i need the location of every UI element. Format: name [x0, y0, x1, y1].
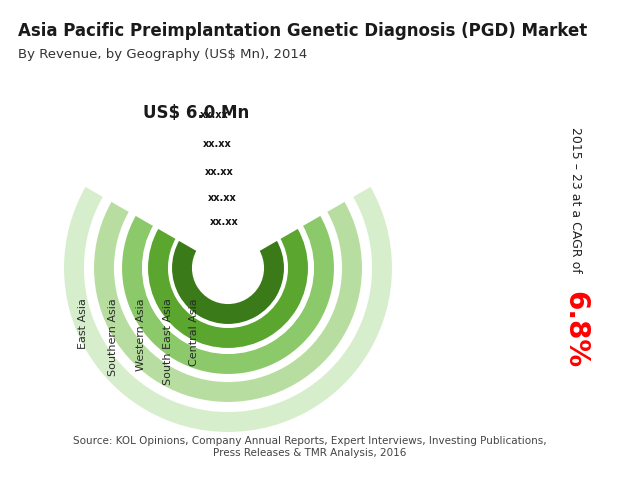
Text: Southern Asia: Southern Asia [108, 298, 118, 376]
Text: Source: KOL Opinions, Company Annual Reports, Expert Interviews, Investing Publi: Source: KOL Opinions, Company Annual Rep… [73, 436, 547, 458]
Text: xx.xx: xx.xx [208, 193, 236, 203]
Text: xx.xx: xx.xx [200, 109, 229, 120]
Wedge shape [63, 185, 393, 433]
Wedge shape [171, 239, 285, 325]
Text: xx.xx: xx.xx [205, 167, 234, 177]
Text: South East Asia: South East Asia [163, 298, 173, 385]
Wedge shape [93, 200, 363, 403]
Text: 2015 – 23 at a CAGR of: 2015 – 23 at a CAGR of [569, 127, 582, 273]
Wedge shape [147, 228, 309, 349]
Text: US$ 6.0 Mn: US$ 6.0 Mn [143, 104, 249, 121]
Text: Central Asia: Central Asia [189, 298, 199, 366]
Text: Asia Pacific Preimplantation Genetic Diagnosis (PGD) Market: Asia Pacific Preimplantation Genetic Dia… [18, 22, 587, 40]
Text: East Asia: East Asia [78, 298, 88, 349]
Text: By Revenue, by Geography (US$ Mn), 2014: By Revenue, by Geography (US$ Mn), 2014 [18, 48, 308, 61]
Text: xx.xx: xx.xx [210, 217, 238, 227]
Text: 6.8%: 6.8% [561, 292, 589, 369]
Wedge shape [121, 215, 335, 375]
Text: xx.xx: xx.xx [203, 140, 231, 150]
Text: Western Asia: Western Asia [136, 298, 146, 370]
